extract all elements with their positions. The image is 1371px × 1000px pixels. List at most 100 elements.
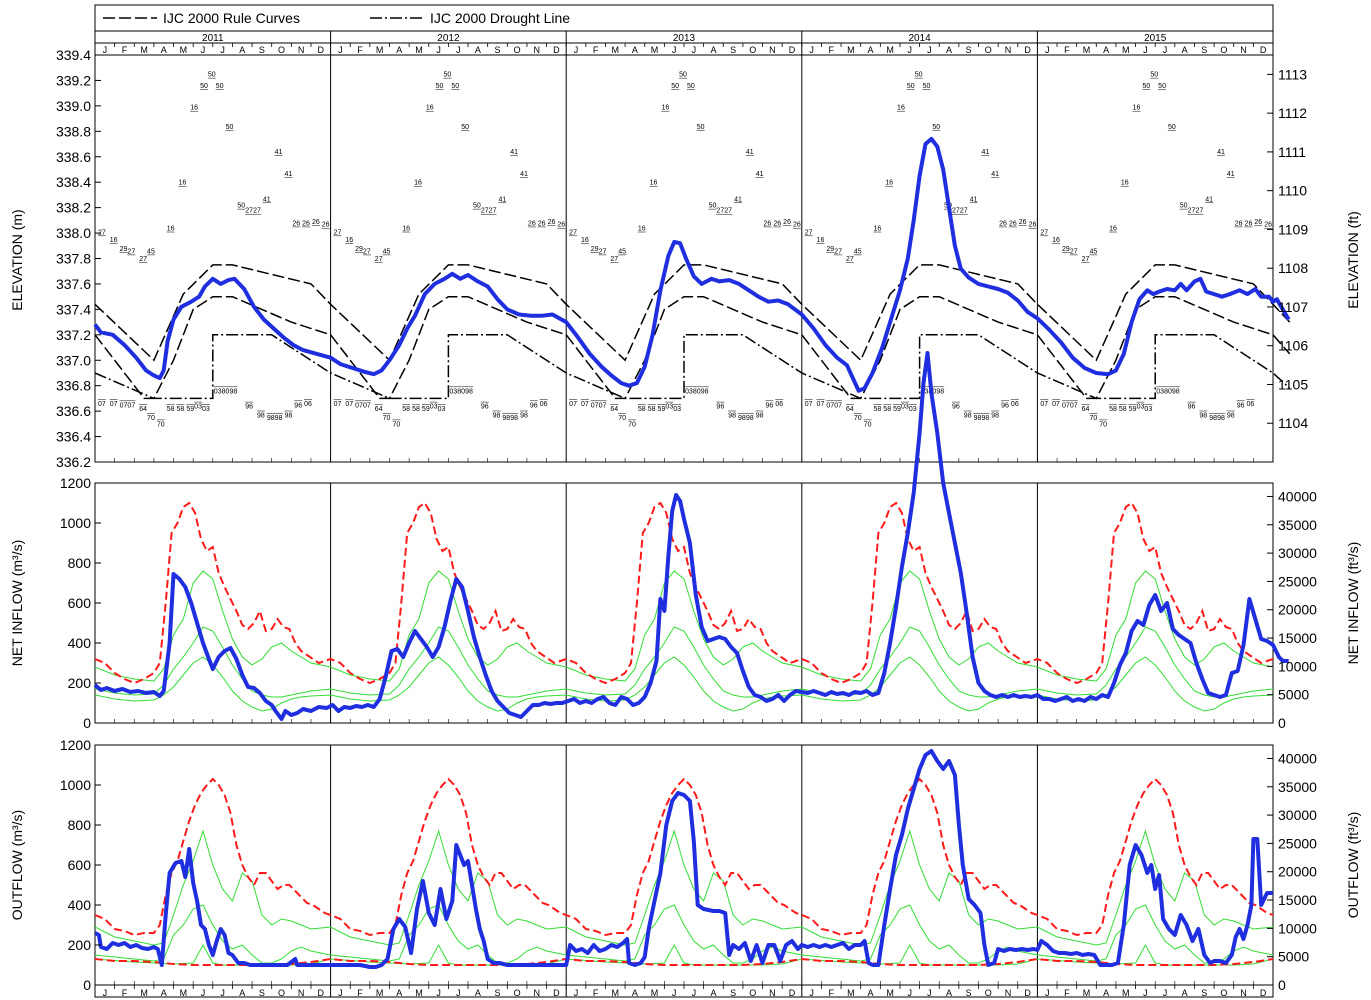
month-label: S bbox=[1201, 45, 1207, 55]
month-label: F bbox=[593, 988, 599, 998]
legend-rule-curves-label: IJC 2000 Rule Curves bbox=[163, 10, 300, 26]
percentile-low-line bbox=[95, 656, 1273, 712]
right-y-tick-label: 10000 bbox=[1278, 920, 1317, 936]
max-year-label: 16 bbox=[1133, 105, 1141, 112]
month-label: S bbox=[259, 988, 265, 998]
max-year-label: 29 bbox=[120, 246, 128, 253]
y-tick-label: 337.0 bbox=[56, 352, 91, 368]
month-label: A bbox=[946, 988, 952, 998]
min-year-label: 03 bbox=[1156, 388, 1164, 395]
right-y-tick-label: 10000 bbox=[1278, 658, 1317, 674]
month-label: J bbox=[927, 45, 932, 55]
month-label: S bbox=[966, 988, 972, 998]
max-year-label: 29 bbox=[355, 246, 363, 253]
right-y-tick-label: 25000 bbox=[1278, 573, 1317, 589]
month-label: S bbox=[494, 988, 500, 998]
month-label: A bbox=[475, 988, 481, 998]
max-year-label: 45 bbox=[1089, 248, 1097, 255]
min-year-label: 70 bbox=[157, 421, 165, 428]
max-year-label: 27 bbox=[139, 256, 147, 263]
month-label: M bbox=[376, 45, 384, 55]
month-label: M bbox=[1083, 45, 1091, 55]
month-label: J bbox=[220, 45, 225, 55]
min-year-label: 03 bbox=[194, 404, 202, 411]
max-year-label: 16 bbox=[402, 226, 410, 233]
max-year-label: 27 bbox=[375, 256, 383, 263]
month-label: M bbox=[415, 45, 423, 55]
max-year-label: 26 bbox=[322, 222, 330, 229]
legend-box bbox=[94, 4, 1274, 32]
max-year-label: 50 bbox=[915, 72, 923, 79]
min-year-label: 58 bbox=[1109, 406, 1117, 413]
max-year-label: 50 bbox=[679, 72, 687, 79]
month-label: J bbox=[1143, 45, 1148, 55]
max-year-label: 41 bbox=[263, 196, 271, 203]
y-tick-label: 336.2 bbox=[56, 454, 91, 470]
min-year-label: 06 bbox=[775, 401, 783, 408]
min-year-label: 07 bbox=[834, 402, 842, 409]
max-year-label: 50 bbox=[1150, 72, 1158, 79]
month-label: M bbox=[651, 988, 659, 998]
min-year-label: 03 bbox=[673, 406, 681, 413]
min-year-label: 58 bbox=[402, 406, 410, 413]
min-year-label: 98 bbox=[1199, 412, 1207, 419]
month-label: J bbox=[908, 988, 913, 998]
y-tick-label: 338.8 bbox=[56, 123, 91, 139]
observed-elevation-line bbox=[93, 136, 1291, 393]
month-label: F bbox=[593, 45, 599, 55]
month-label: N bbox=[1240, 988, 1247, 998]
outflow-right-y-axis-title: OUTFLOW (ft³/s) bbox=[1345, 812, 1361, 919]
max-year-label: 26 bbox=[1029, 222, 1037, 229]
min-flow-line bbox=[95, 957, 1273, 966]
max-year-label: 50 bbox=[200, 83, 208, 90]
y-tick-label: 338.0 bbox=[56, 225, 91, 241]
max-year-label: 16 bbox=[873, 226, 881, 233]
max-year-label: 16 bbox=[650, 180, 658, 187]
month-label: J bbox=[908, 45, 913, 55]
max-year-label: 27 bbox=[610, 256, 618, 263]
min-year-label: 07 bbox=[817, 401, 825, 408]
min-year-label: 03 bbox=[214, 388, 222, 395]
min-year-label: 98 bbox=[981, 415, 989, 422]
max-year-label: 50 bbox=[208, 72, 216, 79]
month-label: M bbox=[1122, 45, 1130, 55]
month-label: A bbox=[632, 988, 638, 998]
month-label: S bbox=[730, 45, 736, 55]
month-label: D bbox=[318, 45, 325, 55]
max-year-label: 29 bbox=[826, 246, 834, 253]
month-label: N bbox=[534, 45, 541, 55]
max-year-label: 50 bbox=[444, 72, 452, 79]
month-label: N bbox=[534, 988, 541, 998]
min-year-label: 58 bbox=[177, 406, 185, 413]
max-year-label: 26 bbox=[557, 222, 565, 229]
min-year-label: 07 bbox=[591, 402, 599, 409]
min-year-label: 58 bbox=[638, 406, 646, 413]
min-year-label: 07 bbox=[1070, 402, 1078, 409]
month-label: M bbox=[612, 988, 620, 998]
month-label: A bbox=[710, 988, 716, 998]
min-year-label: 07 bbox=[110, 401, 118, 408]
month-label: M bbox=[886, 45, 894, 55]
max-year-label: 27 bbox=[846, 256, 854, 263]
y-tick-label: 336.4 bbox=[56, 429, 91, 445]
min-year-label: 98 bbox=[502, 415, 510, 422]
min-year-label: 80 bbox=[693, 388, 701, 395]
y-tick-label: 400 bbox=[68, 897, 92, 913]
min-year-label: 80 bbox=[457, 388, 465, 395]
max-year-label: 16 bbox=[1109, 226, 1117, 233]
month-label: J bbox=[220, 988, 225, 998]
max-year-label: 41 bbox=[734, 196, 742, 203]
min-year-label: 58 bbox=[412, 406, 420, 413]
y-tick-label: 339.2 bbox=[56, 72, 91, 88]
max-year-label: 27 bbox=[1195, 208, 1203, 215]
max-year-label: 50 bbox=[907, 83, 915, 90]
max-year-label: 26 bbox=[1254, 219, 1262, 226]
max-year-label: 27 bbox=[363, 248, 371, 255]
max-year-label: 16 bbox=[178, 180, 186, 187]
y-tick-label: 336.8 bbox=[56, 378, 91, 394]
min-year-label: 59 bbox=[422, 406, 430, 413]
y-tick-label: 1200 bbox=[60, 737, 91, 753]
month-label: J bbox=[574, 988, 579, 998]
month-label: S bbox=[259, 45, 265, 55]
y-tick-label: 0 bbox=[83, 977, 91, 993]
